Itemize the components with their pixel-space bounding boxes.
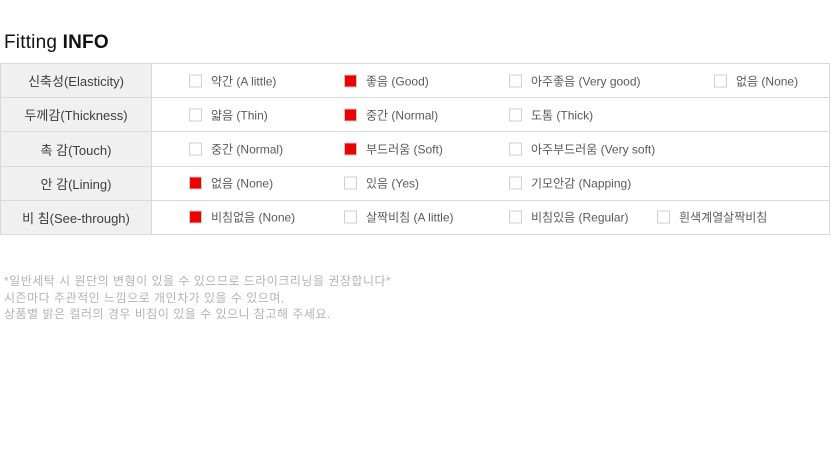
option-item: 도톰 (Thick) <box>509 106 593 123</box>
option-label: 비침없음 (None) <box>211 210 296 225</box>
option-item: 비침있음 (Regular) <box>509 209 629 226</box>
table-row: 두께감(Thickness) 얇음 (Thin) 중간 (Normal) 도톰 (Th… <box>1 97 829 132</box>
row-header: 신축성(Elasticity) <box>1 64 152 98</box>
option-item: 흰색계열살짝비침 <box>657 209 767 226</box>
checkbox-unchecked-icon <box>657 210 670 224</box>
option-label: 중간 (Normal) <box>366 108 439 123</box>
row-header: 비 침(See-through) <box>1 200 152 235</box>
page-title: Fitting INFO <box>4 32 109 54</box>
option-label: 아주좋음 (Very good) <box>531 74 641 89</box>
option-item: 좋음 (Good) <box>344 72 429 89</box>
page-title-bold: INFO <box>62 32 109 53</box>
row-options: 얇음 (Thin) 중간 (Normal) 도톰 (Thick) <box>152 98 829 132</box>
checkbox-unchecked-icon <box>344 210 357 224</box>
option-item: 약간 (A little) <box>189 72 276 89</box>
option-label: 흰색계열살짝비침 <box>679 210 768 225</box>
table-row: 안 감(Lining) 없음 (None) 있음 (Yes) 기모안감 (Nappin… <box>1 165 829 200</box>
footnote-line: 상품별 밝은 컬러의 경우 비침이 있을 수 있으니 참고해 주세요. <box>4 307 331 321</box>
checkbox-unchecked-icon <box>189 108 202 122</box>
option-item: 살짝비침 (A little) <box>344 209 454 226</box>
option-item: 기모안감 (Napping) <box>509 175 631 192</box>
option-label: 중간 (Normal) <box>211 142 284 157</box>
page-title-regular: Fitting <box>4 32 58 53</box>
checkbox-unchecked-icon <box>509 108 522 122</box>
checkbox-unchecked-icon <box>714 74 727 88</box>
checkbox-unchecked-icon <box>509 142 522 156</box>
option-item: 중간 (Normal) <box>344 106 438 123</box>
checkbox-checked-icon <box>344 142 357 156</box>
option-item: 비침없음 (None) <box>189 209 295 226</box>
row-header: 두께감(Thickness) <box>1 98 152 132</box>
table-row: 비 침(See-through) 비침없음 (None) 살짝비침 (A littl… <box>1 199 829 235</box>
row-options: 중간 (Normal) 부드러움 (Soft) 아주부드러움 (Very soft) <box>152 132 829 166</box>
footnote-line: *일반세탁 시 원단의 변형이 있을 수 있으므로 드라이크리닝을 권장합니다* <box>4 274 392 288</box>
row-options: 약간 (A little) 좋음 (Good) 아주좋음 (Very good) 없음… <box>152 64 829 98</box>
option-item: 있음 (Yes) <box>344 175 419 192</box>
option-label: 없음 (None) <box>211 176 274 191</box>
option-item: 얇음 (Thin) <box>189 106 268 123</box>
option-label: 아주부드러움 (Very soft) <box>531 142 656 157</box>
option-label: 약간 (A little) <box>211 74 277 89</box>
option-item: 없음 (None) <box>714 72 798 89</box>
option-item: 아주좋음 (Very good) <box>509 72 641 89</box>
checkbox-unchecked-icon <box>189 74 202 88</box>
row-header: 촉 감(Touch) <box>1 132 152 166</box>
checkbox-unchecked-icon <box>509 176 522 190</box>
row-options: 비침없음 (None) 살짝비침 (A little) 비침있음 (Regular)… <box>152 200 829 235</box>
option-label: 얇음 (Thin) <box>211 108 268 123</box>
footnote-line: 시즌마다 주관적인 느낌으로 개인차가 있을 수 있으며, <box>4 290 285 305</box>
row-header: 안 감(Lining) <box>1 166 152 200</box>
table-row: 신축성(Elasticity) 약간 (A little) 좋음 (Good) 아주좋… <box>1 64 829 98</box>
checkbox-checked-icon <box>189 176 202 190</box>
row-options: 없음 (None) 있음 (Yes) 기모안감 (Napping) <box>152 166 829 200</box>
checkbox-unchecked-icon <box>509 74 522 88</box>
table-row: 촉 감(Touch) 중간 (Normal) 부드러움 (Soft) 아주부드러움 (… <box>1 131 829 166</box>
option-label: 비침있음 (Regular) <box>531 210 629 225</box>
option-label: 기모안감 (Napping) <box>531 176 632 191</box>
checkbox-checked-icon <box>344 108 357 122</box>
checkbox-checked-icon <box>189 210 202 224</box>
checkbox-unchecked-icon <box>189 142 202 156</box>
option-item: 부드러움 (Soft) <box>344 141 443 158</box>
checkbox-unchecked-icon <box>344 176 357 190</box>
option-label: 있음 (Yes) <box>366 176 419 191</box>
option-label: 없음 (None) <box>736 74 799 89</box>
option-label: 도톰 (Thick) <box>531 108 594 123</box>
checkbox-checked-icon <box>344 74 357 88</box>
option-item: 없음 (None) <box>189 175 273 192</box>
option-label: 살짝비침 (A little) <box>366 210 454 225</box>
checkbox-unchecked-icon <box>509 210 522 224</box>
footnotes: *일반세탁 시 원단의 변형이 있을 수 있으므로 드라이크리닝을 권장합니다*… <box>4 273 391 323</box>
option-item: 중간 (Normal) <box>189 141 283 158</box>
fitting-info-table: 신축성(Elasticity) 약간 (A little) 좋음 (Good) 아주좋… <box>0 63 830 235</box>
option-label: 부드러움 (Soft) <box>366 142 443 157</box>
option-item: 아주부드러움 (Very soft) <box>509 141 655 158</box>
option-label: 좋음 (Good) <box>366 74 429 89</box>
